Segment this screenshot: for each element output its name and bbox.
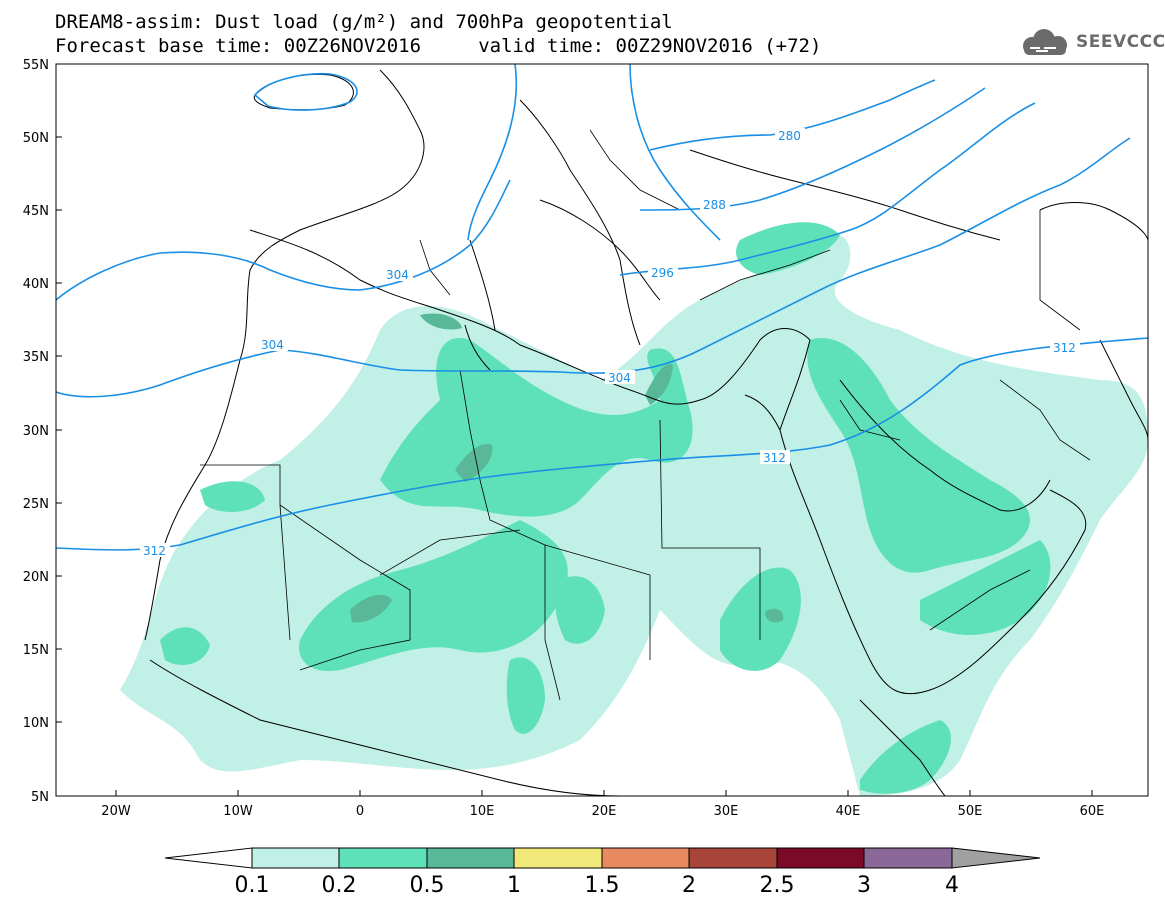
colorbar-swatch bbox=[513, 847, 603, 869]
colorbar-swatch bbox=[601, 847, 690, 869]
colorbar-lower-arrow bbox=[164, 847, 253, 869]
svg-text:1: 1 bbox=[507, 873, 521, 898]
colorbar-swatch bbox=[338, 847, 428, 869]
longitude-axis: 20W 10W 0 10E 20E 30E 40E 50E 60E bbox=[101, 790, 1104, 819]
lat-label: 30N bbox=[23, 424, 49, 439]
lat-label: 25N bbox=[23, 497, 49, 512]
lon-label: 10E bbox=[470, 804, 495, 819]
colorbar-swatch bbox=[251, 847, 340, 869]
lon-label: 30E bbox=[714, 804, 739, 819]
chart-title: DREAM8-assim: Dust load (g/m²) and 700hP… bbox=[55, 11, 673, 33]
lon-label: 50E bbox=[958, 804, 983, 819]
svg-text:296: 296 bbox=[651, 266, 674, 280]
svg-text:0.2: 0.2 bbox=[322, 873, 357, 898]
lat-label: 5N bbox=[31, 790, 49, 805]
lat-label: 15N bbox=[23, 643, 49, 658]
latitude-axis: 55N 50N 45N 40N 35N 30N 25N 20N 15N 10N … bbox=[23, 58, 62, 805]
dust-field-dark bbox=[350, 313, 784, 623]
svg-text:2.5: 2.5 bbox=[760, 873, 795, 898]
lat-label: 50N bbox=[23, 131, 49, 146]
svg-text:3: 3 bbox=[857, 873, 871, 898]
chart-subtitle: Forecast base time: 00Z26NOV2016 valid t… bbox=[55, 35, 822, 57]
svg-text:304: 304 bbox=[386, 268, 409, 282]
colorbar-upper-arrow bbox=[951, 847, 1041, 869]
colorbar bbox=[164, 847, 1041, 869]
colorbar-labels: 0.1 0.2 0.5 1 1.5 2 2.5 3 4 bbox=[235, 873, 960, 898]
logo-text: SEEVCCC bbox=[1076, 32, 1165, 52]
svg-text:4: 4 bbox=[945, 873, 959, 898]
lat-label: 10N bbox=[23, 716, 49, 731]
svg-text:304: 304 bbox=[608, 371, 631, 385]
lat-label: 40N bbox=[23, 277, 49, 292]
svg-text:304: 304 bbox=[261, 338, 284, 352]
lat-label: 55N bbox=[23, 58, 49, 73]
svg-text:0.5: 0.5 bbox=[410, 873, 445, 898]
svg-text:280: 280 bbox=[778, 129, 801, 143]
lon-label: 20W bbox=[101, 804, 131, 819]
svg-text:1.5: 1.5 bbox=[585, 873, 620, 898]
svg-text:312: 312 bbox=[763, 451, 786, 465]
lat-label: 20N bbox=[23, 570, 49, 585]
colorbar-swatch bbox=[863, 847, 953, 869]
lon-label: 40E bbox=[836, 804, 861, 819]
lon-label: 20E bbox=[592, 804, 617, 819]
lon-label: 0 bbox=[356, 804, 364, 819]
contour-labels: 312 304 304 304 296 288 280 312 312 bbox=[140, 128, 1080, 558]
lat-label: 35N bbox=[23, 350, 49, 365]
colorbar-swatch bbox=[776, 847, 865, 869]
svg-text:312: 312 bbox=[1053, 341, 1076, 355]
svg-text:2: 2 bbox=[682, 873, 696, 898]
lon-label: 10W bbox=[223, 804, 253, 819]
colorbar-swatch bbox=[688, 847, 778, 869]
svg-text:312: 312 bbox=[143, 544, 166, 558]
lon-label: 60E bbox=[1080, 804, 1105, 819]
colorbar-swatch bbox=[426, 847, 515, 869]
country-borders bbox=[200, 129, 1091, 701]
cloud-icon bbox=[1023, 29, 1067, 55]
svg-text:288: 288 bbox=[703, 198, 726, 212]
lat-label: 45N bbox=[23, 204, 49, 219]
svg-text:0.1: 0.1 bbox=[235, 873, 270, 898]
